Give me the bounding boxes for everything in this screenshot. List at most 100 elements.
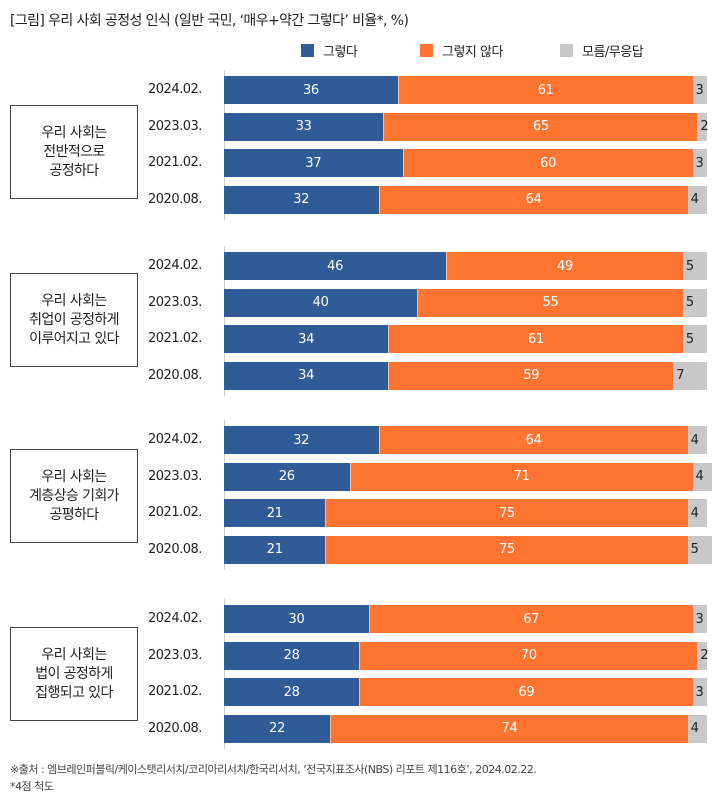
data-label-yes: 46: [327, 258, 344, 274]
period-label: 2024.02.: [148, 432, 202, 447]
group-label-box: 우리 사회는 계층상승 기회가 공평하다: [10, 449, 138, 543]
bar-segment-yes: 21: [224, 535, 326, 564]
bar-segment-dk: 5: [682, 325, 707, 353]
bar-segment-dk: 4: [687, 185, 707, 214]
data-label-no: 49: [557, 258, 573, 274]
legend-label-yes: 그렇다: [323, 45, 358, 60]
legend-swatch-dk: [560, 44, 573, 57]
axis-line: [224, 420, 225, 570]
legend-swatch-no: [420, 44, 433, 57]
data-label-no: 59: [523, 368, 540, 383]
data-label-no: 75: [499, 542, 516, 557]
group-label-box: 우리 사회는 취업이 공정하게 이루어지고 있다: [10, 273, 138, 367]
bar-segment-dk: 4: [687, 426, 707, 454]
data-label-dk: 3: [695, 611, 704, 627]
period-label: 2021.02.: [148, 155, 202, 170]
period-label: 2021.02.: [148, 684, 202, 699]
bar-segment-yes: 26: [224, 462, 350, 491]
bar-segment-no: 60: [402, 149, 693, 177]
bar-segment-no: 75: [325, 499, 688, 527]
data-label-dk: 5: [685, 295, 694, 310]
data-label-no: 64: [525, 432, 542, 448]
bar-segment-no: 67: [368, 605, 693, 633]
bar-segment-dk: 3: [692, 605, 707, 633]
bar-segment-dk: 3: [692, 149, 707, 177]
bar-segment-yes: 32: [224, 426, 379, 454]
bar-segment-no: 70: [359, 641, 698, 670]
data-label-dk: 2: [700, 648, 709, 663]
data-label-dk: 4: [690, 192, 699, 207]
data-label-dk: 5: [690, 542, 699, 557]
data-label-no: 71: [513, 469, 530, 484]
chart-title: [그림] 우리 사회 공정성 인식 (일반 국민, ‘매우+약간 그렇다’ 비율…: [10, 13, 409, 29]
period-label: 2021.02.: [148, 331, 202, 346]
data-label-dk: 4: [690, 432, 699, 448]
data-label-no: 74: [501, 721, 518, 736]
data-label-dk: 3: [695, 684, 704, 700]
scale-note: *4점 척도: [10, 780, 54, 793]
data-label-dk: 5: [685, 258, 694, 274]
data-label-dk: 5: [685, 331, 694, 347]
bar-segment-no: 71: [349, 462, 693, 491]
bar-segment-no: 64: [378, 426, 688, 454]
legend-item-yes: 그렇다: [301, 41, 358, 60]
data-label-no: 61: [537, 82, 554, 98]
data-label-yes: 30: [288, 611, 305, 627]
bar-segment-yes: 22: [224, 714, 331, 743]
period-label: 2020.08.: [148, 191, 202, 207]
group-label-box: 우리 사회는 법이 공정하게 집행되고 있다: [10, 627, 138, 721]
data-label-yes: 32: [293, 192, 310, 207]
bar-segment-yes: 34: [224, 325, 389, 353]
bar-segment-yes: 30: [224, 605, 369, 633]
data-label-dk: 3: [695, 155, 704, 171]
bar-segment-yes: 37: [224, 149, 403, 177]
data-label-no: 55: [542, 295, 559, 310]
bar-segment-dk: 4: [692, 462, 712, 491]
bar-segment-dk: 5: [687, 535, 712, 564]
period-label: 2020.08.: [148, 541, 202, 557]
bar-segment-yes: 34: [224, 361, 389, 390]
period-label: 2023.03.: [148, 468, 202, 484]
data-label-yes: 34: [298, 368, 315, 383]
bar-segment-no: 64: [378, 185, 688, 214]
bar-segment-dk: 5: [682, 252, 707, 280]
data-label-dk: 3: [695, 82, 704, 98]
data-label-dk: 4: [695, 469, 704, 484]
bar-segment-yes: 28: [224, 641, 360, 670]
bar-segment-yes: 36: [224, 76, 398, 104]
data-label-no: 75: [499, 505, 516, 521]
data-label-no: 65: [532, 119, 549, 134]
data-label-yes: 21: [266, 505, 283, 521]
data-label-dk: 4: [690, 721, 699, 736]
bar-segment-dk: 2: [697, 641, 709, 670]
legend: 그렇다 그렇지 않다 모름/무응답: [0, 41, 720, 60]
period-label: 2021.02.: [148, 505, 202, 520]
period-label: 2024.02.: [148, 82, 202, 97]
data-label-yes: 37: [305, 155, 322, 171]
data-label-yes: 22: [269, 721, 286, 736]
data-label-no: 64: [525, 192, 542, 207]
data-label-dk: 2: [700, 119, 709, 134]
bar-segment-dk: 2: [697, 112, 709, 141]
legend-label-no: 그렇지 않다: [442, 45, 503, 60]
bar-segment-dk: 3: [692, 678, 707, 706]
bar-segment-no: 61: [397, 76, 693, 104]
axis-line: [224, 599, 225, 749]
data-label-yes: 33: [295, 119, 312, 134]
data-label-no: 60: [540, 155, 557, 171]
legend-item-no: 그렇지 않다: [420, 41, 503, 60]
period-label: 2020.08.: [148, 720, 202, 736]
legend-label-dk: 모름/무응답: [582, 45, 644, 60]
data-label-no: 67: [523, 611, 540, 627]
bar-segment-yes: 32: [224, 185, 379, 214]
bar-segment-dk: 5: [682, 288, 707, 317]
bar-segment-no: 75: [325, 535, 688, 564]
bar-segment-yes: 46: [224, 252, 447, 280]
period-label: 2024.02.: [148, 611, 202, 626]
axis-line: [224, 70, 225, 220]
bar-segment-yes: 28: [224, 678, 360, 706]
period-label: 2023.03.: [148, 118, 202, 134]
data-label-no: 69: [518, 684, 535, 700]
bar-segment-yes: 33: [224, 112, 384, 141]
data-label-yes: 40: [312, 295, 329, 310]
